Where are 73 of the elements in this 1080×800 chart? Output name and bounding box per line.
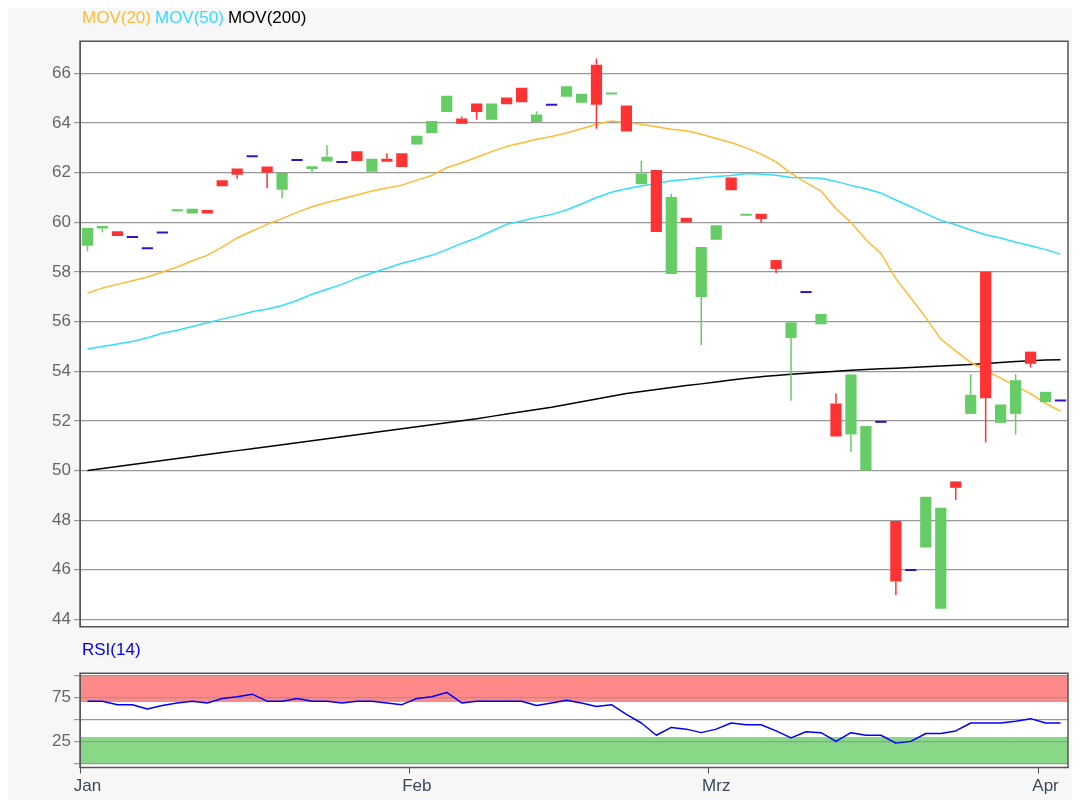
candlestick — [381, 152, 393, 162]
candlestick — [515, 87, 528, 103]
candlestick — [111, 231, 124, 236]
candlestick — [545, 103, 558, 106]
candlestick — [770, 260, 782, 274]
candlestick — [411, 135, 423, 145]
candlestick — [1054, 399, 1067, 402]
candlestick — [276, 172, 288, 199]
y-tick-label: 56 — [52, 311, 71, 331]
candlestick — [231, 168, 243, 180]
candlestick — [306, 166, 318, 174]
text: MOV(20) — [82, 8, 151, 28]
y-tick-label: 58 — [52, 261, 71, 281]
y-tick-label: 66 — [52, 63, 71, 83]
candlestick — [575, 93, 588, 103]
text: RSI(14) — [82, 640, 141, 660]
y-tick-label: 25 — [52, 731, 71, 751]
candlestick — [725, 177, 737, 191]
candlestick — [710, 225, 722, 240]
candlestick — [620, 105, 633, 132]
candlestick — [920, 496, 932, 548]
candlestick — [426, 121, 438, 134]
y-tick-label: 75 — [52, 687, 71, 707]
candlestick — [486, 103, 498, 120]
candlestick — [156, 231, 168, 234]
candlestick — [845, 374, 857, 453]
candlestick — [291, 159, 303, 162]
candlestick — [830, 392, 842, 437]
candlestick — [860, 426, 872, 471]
candlestick — [321, 144, 333, 162]
candlestick — [441, 95, 453, 112]
candlestick — [216, 180, 228, 187]
candlestick — [351, 151, 363, 162]
text: MOV(200) — [227, 8, 307, 28]
y-tick-label: 48 — [52, 509, 71, 529]
candlestick — [560, 86, 573, 97]
candlestick — [980, 271, 992, 444]
x-tick-label: Mrz — [702, 776, 731, 796]
candlestick — [171, 209, 183, 212]
y-tick-label: 64 — [52, 112, 71, 132]
y-tick-label: 52 — [52, 410, 71, 430]
y-tick-label: 46 — [52, 559, 71, 579]
candlestick — [650, 169, 662, 233]
candlestick — [785, 322, 797, 402]
candlestick — [965, 373, 977, 414]
candlestick — [755, 213, 767, 224]
candlestick — [336, 161, 348, 164]
candlestick — [261, 166, 273, 190]
x-tick-label: Apr — [1032, 776, 1060, 796]
candlestick — [456, 115, 468, 124]
candlestick — [605, 92, 618, 95]
candlestick — [680, 217, 692, 223]
candlestick — [995, 404, 1007, 423]
y-tick-label: 60 — [52, 212, 71, 232]
x-tick-label: Feb — [402, 776, 432, 796]
candlestick — [366, 158, 378, 172]
candlestick — [815, 313, 827, 325]
candlestick — [875, 420, 887, 423]
candlestick — [935, 507, 947, 609]
x-tick-label: Jan — [73, 776, 102, 796]
candlestick — [141, 247, 153, 250]
y-tick-label: 50 — [52, 460, 71, 480]
candlestick — [890, 521, 902, 596]
candlestick — [695, 246, 707, 346]
candlestick — [800, 291, 812, 294]
y-tick-label: 54 — [52, 360, 71, 380]
candlestick — [396, 153, 408, 168]
candlestick — [1039, 391, 1052, 403]
candlestick — [740, 213, 752, 216]
y-tick-label: 44 — [52, 609, 71, 629]
y-tick-label: 62 — [52, 162, 71, 182]
text: MOV(50) — [154, 8, 224, 28]
candlestick — [246, 155, 258, 158]
